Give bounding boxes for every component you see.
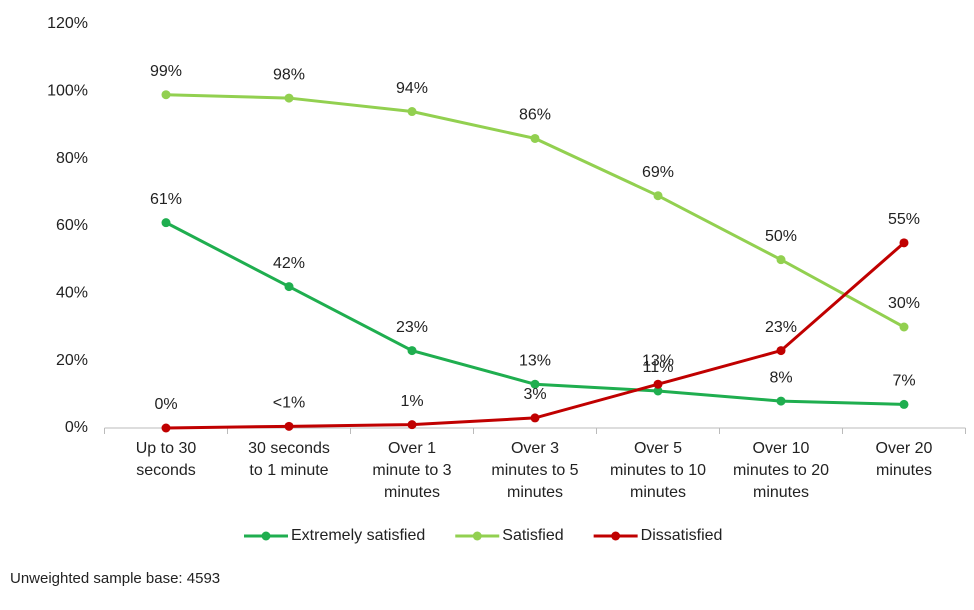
value-label: 23% (396, 319, 428, 336)
value-label: 8% (769, 369, 792, 386)
x-tick-label: Over 20 minutes (875, 440, 933, 479)
legend-label: Dissatisfied (641, 527, 723, 544)
x-tick-label: Up to 30 seconds (135, 440, 197, 479)
point (284, 282, 294, 292)
legend-marker (261, 531, 271, 541)
value-label: 55% (888, 211, 920, 228)
legend-label: Extremely satisfied (291, 527, 425, 544)
point (653, 379, 663, 389)
y-tick-label: 80% (56, 150, 88, 167)
point (653, 191, 663, 201)
y-tick-label: 40% (56, 285, 88, 302)
point (776, 396, 786, 406)
point (284, 421, 294, 431)
point (407, 420, 417, 430)
value-label: 42% (273, 255, 305, 272)
y-tick-label: 100% (47, 83, 88, 100)
x-tick-label: 30 seconds to 1 minute (248, 440, 330, 479)
value-label: 86% (519, 107, 551, 124)
series-line (165, 221, 905, 406)
x-tick-label: Over 5 minutes to 10 minutes (609, 440, 707, 501)
value-label: 11% (643, 359, 674, 376)
series-line (165, 93, 905, 329)
value-label: 30% (888, 295, 920, 312)
value-label: 69% (642, 164, 674, 181)
y-tick-label: 0% (65, 419, 88, 436)
value-label: 1% (400, 393, 423, 410)
value-label: 0% (154, 396, 177, 413)
point (530, 133, 540, 143)
value-label: 13% (642, 352, 674, 369)
point (899, 238, 909, 248)
point (530, 413, 540, 423)
x-tick-label: Over 1 minute to 3 minutes (372, 440, 452, 501)
footnote: Unweighted sample base: 4593 (10, 570, 221, 587)
value-label: 99% (150, 63, 182, 80)
y-tick-label: 20% (56, 352, 88, 369)
value-label: 23% (765, 319, 797, 336)
point (899, 322, 909, 332)
point (899, 399, 909, 409)
point (161, 90, 171, 100)
point (530, 379, 540, 389)
point (407, 346, 417, 356)
value-label: 61% (150, 191, 182, 208)
value-label: 7% (892, 373, 915, 390)
y-tick-label: 60% (56, 217, 88, 234)
value-label: 94% (396, 80, 428, 97)
legend-marker (472, 531, 482, 541)
value-label: 3% (523, 386, 546, 403)
legend-label: Satisfied (502, 527, 563, 544)
point (776, 255, 786, 265)
value-label: <1% (273, 395, 305, 412)
x-tick-label: Over 3 minutes to 5 minutes (491, 440, 579, 501)
point (407, 107, 417, 117)
x-tick-label: Over 10 minutes to 20 minutes (732, 440, 830, 501)
value-label: 50% (765, 228, 797, 245)
y-tick-label: 120% (47, 15, 88, 32)
value-label: 98% (273, 66, 305, 83)
legend-marker (611, 531, 621, 541)
point (653, 386, 663, 396)
point (776, 346, 786, 356)
point (161, 423, 171, 433)
point (161, 218, 171, 228)
value-label: 13% (519, 352, 551, 369)
point (284, 93, 294, 103)
